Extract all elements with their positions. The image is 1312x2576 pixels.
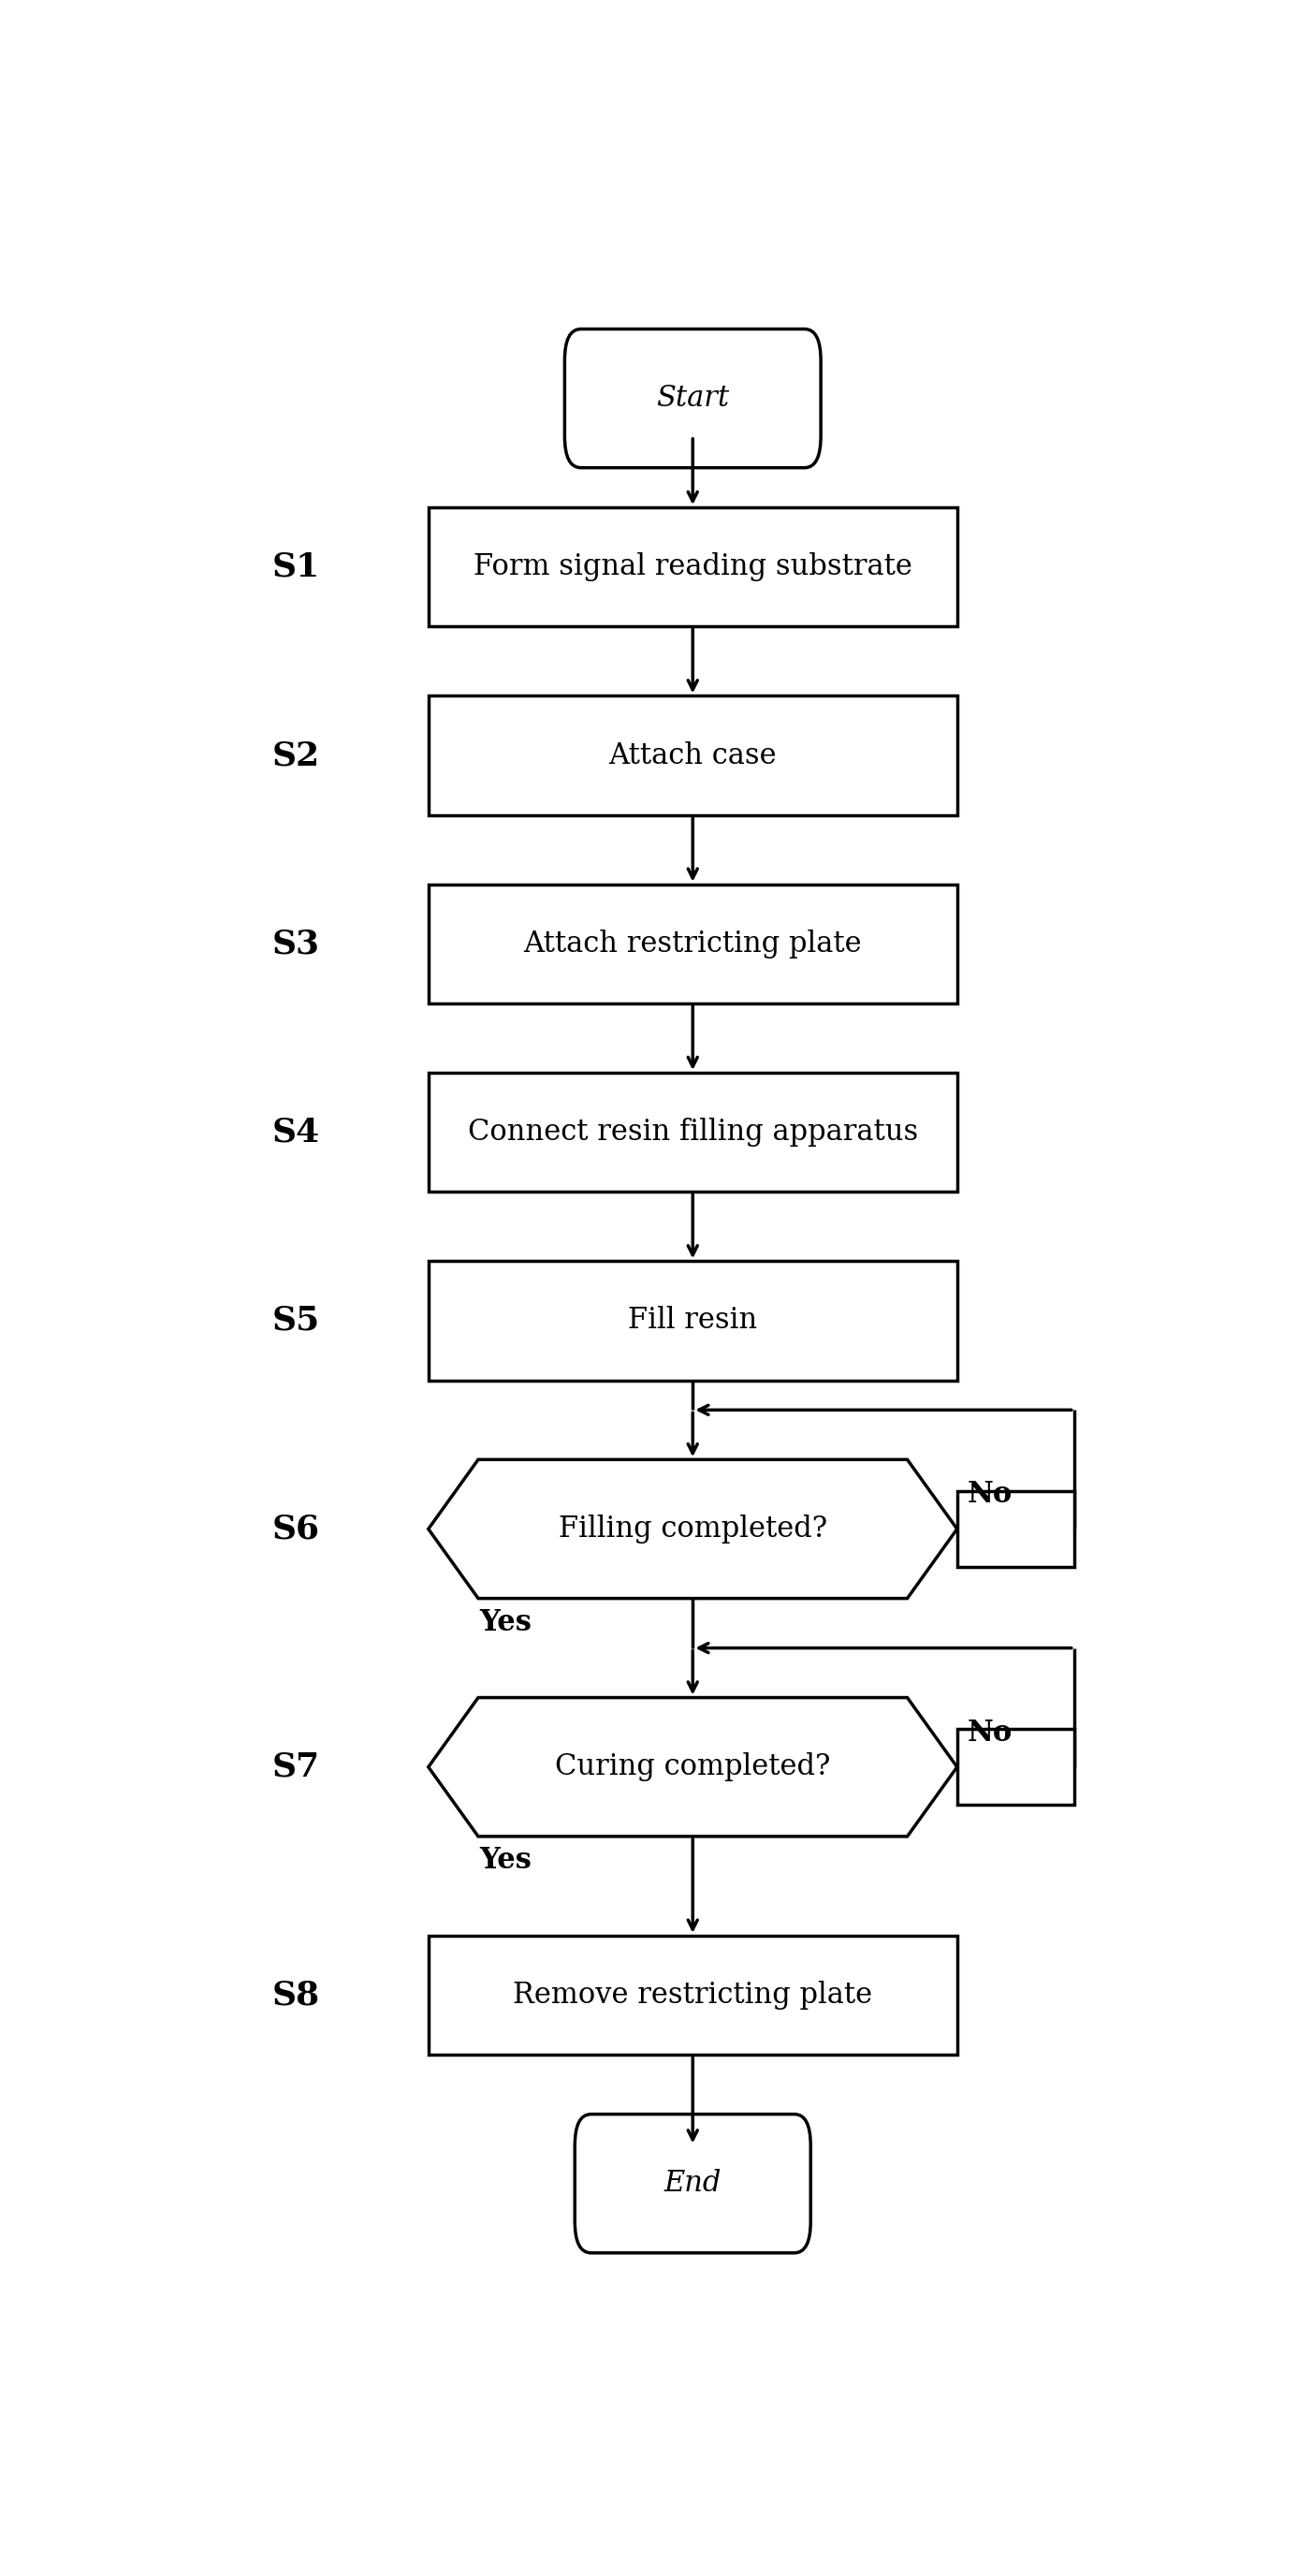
Bar xyxy=(428,696,958,814)
Text: S8: S8 xyxy=(273,1978,320,2012)
Text: Form signal reading substrate: Form signal reading substrate xyxy=(474,551,912,582)
Bar xyxy=(958,1728,1075,1806)
Bar xyxy=(428,507,958,626)
Polygon shape xyxy=(428,1461,958,1597)
FancyBboxPatch shape xyxy=(575,2115,811,2254)
Text: S7: S7 xyxy=(273,1752,320,1783)
Text: S5: S5 xyxy=(272,1306,320,1337)
Text: Remove restricting plate: Remove restricting plate xyxy=(513,1981,872,2009)
Text: Yes: Yes xyxy=(479,1847,531,1875)
Bar xyxy=(428,1262,958,1381)
Bar xyxy=(428,1072,958,1193)
Text: Yes: Yes xyxy=(479,1607,531,1638)
Text: S1: S1 xyxy=(272,551,320,582)
Text: S4: S4 xyxy=(273,1115,320,1149)
Text: S3: S3 xyxy=(273,927,320,961)
Text: Attach case: Attach case xyxy=(609,742,777,770)
Text: Start: Start xyxy=(656,384,729,412)
Bar xyxy=(428,884,958,1002)
Text: No: No xyxy=(967,1481,1013,1510)
Polygon shape xyxy=(428,1698,958,1837)
Text: S6: S6 xyxy=(273,1512,320,1546)
Text: S2: S2 xyxy=(273,739,320,770)
Text: Connect resin filling apparatus: Connect resin filling apparatus xyxy=(467,1118,918,1146)
Text: No: No xyxy=(967,1718,1013,1747)
Text: End: End xyxy=(664,2169,722,2197)
Text: Fill resin: Fill resin xyxy=(628,1306,757,1334)
Text: Attach restricting plate: Attach restricting plate xyxy=(523,930,862,958)
Text: Curing completed?: Curing completed? xyxy=(555,1752,830,1783)
Text: Filling completed?: Filling completed? xyxy=(559,1515,827,1543)
Bar xyxy=(958,1492,1075,1566)
Bar xyxy=(428,1935,958,2056)
FancyBboxPatch shape xyxy=(564,330,821,469)
